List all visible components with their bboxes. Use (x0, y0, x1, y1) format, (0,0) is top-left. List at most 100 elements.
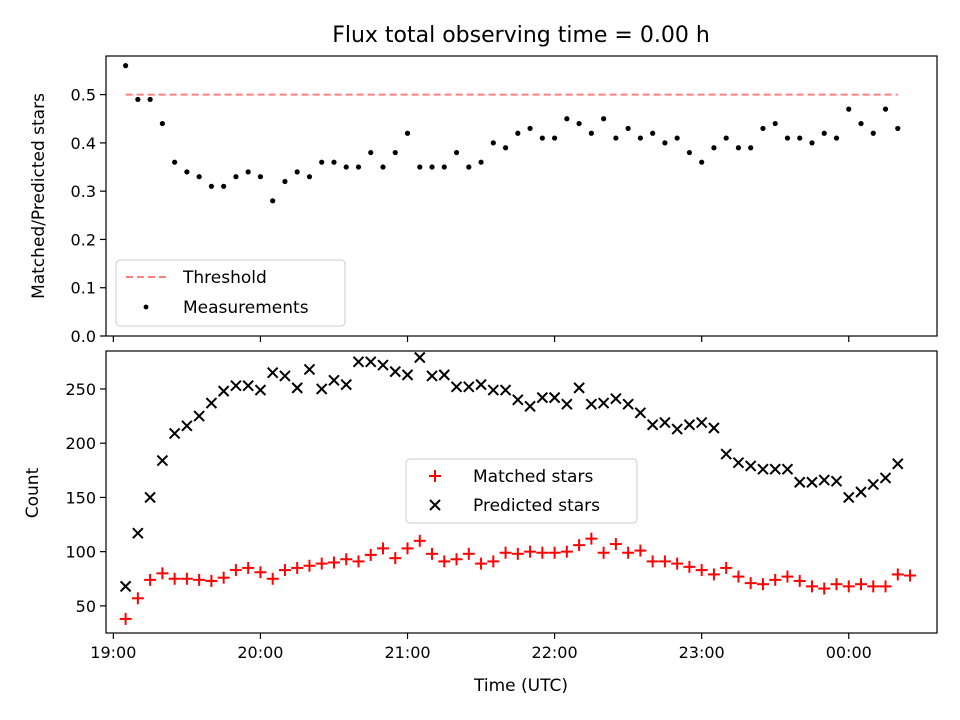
measurement-point (380, 164, 386, 170)
predicted-star-point (401, 369, 414, 381)
y-tick-label: 0.4 (71, 134, 96, 153)
predicted-star-point (683, 419, 696, 431)
y-tick-label: 200 (65, 434, 96, 453)
measurement-point (196, 174, 202, 180)
predicted-star-point (144, 491, 156, 504)
matched-star-point (879, 580, 892, 593)
legend-matched-label: Matched stars (473, 467, 593, 487)
matched-star-point (658, 555, 671, 568)
y-tick-label: 250 (65, 380, 96, 399)
measurement-point (270, 198, 276, 204)
matched-star-point (646, 555, 659, 568)
x-tick-label: 23:00 (679, 643, 725, 662)
measurement-point (172, 159, 178, 165)
measurement-point (760, 125, 766, 132)
matched-star-point (609, 538, 622, 551)
matched-star-point (585, 532, 598, 545)
measurement-point (809, 140, 815, 146)
measurement-point (723, 135, 729, 141)
matched-star-point (462, 547, 475, 560)
ratio-legend-box (115, 259, 346, 327)
measurement-point (368, 149, 374, 156)
ratio-legend: Threshold Measurements (115, 259, 346, 327)
measurement-point (147, 96, 153, 103)
measurement-point (576, 120, 582, 127)
legend-matched-swatch (429, 470, 441, 482)
x-tick-label: 20:00 (237, 643, 283, 662)
predicted-star-point (414, 351, 426, 364)
matched-star-point (671, 557, 684, 570)
measurement-point (686, 149, 693, 156)
measurement-point (588, 130, 594, 136)
y-tick-label: 150 (65, 488, 96, 507)
predicted-star-point (781, 463, 794, 475)
y-tick-label: 0.5 (71, 86, 96, 105)
predicted-star-point (279, 370, 291, 382)
chart-title: Flux total observing time = 0.00 h (332, 23, 710, 48)
matched-star-point (364, 548, 377, 561)
measurement-point (233, 174, 239, 180)
predicted-star-point (548, 391, 561, 404)
measurement-point (674, 135, 680, 141)
measurement-point (564, 116, 570, 122)
predicted-star-point (316, 383, 328, 395)
matched-star-point (793, 574, 806, 587)
matched-star-point (573, 539, 586, 552)
predicted-star-point (217, 385, 230, 397)
ratio-y-axis: 0.0 0.1 0.2 0.3 0.4 0.5 (71, 86, 106, 346)
measurement-point (772, 120, 778, 127)
predicted-star-point (585, 398, 598, 410)
measurement-point (490, 140, 496, 146)
matched-star-point (487, 555, 500, 568)
matched-star-point (413, 534, 426, 547)
x-tick-label: 00:00 (826, 643, 872, 662)
predicted-star-point (794, 476, 806, 488)
measurement-point (208, 183, 215, 189)
predicted-star-point (230, 380, 242, 392)
predicted-star-point (818, 474, 830, 486)
matched-star-point (732, 570, 745, 583)
measurement-point (735, 145, 742, 151)
matched-star-point (536, 546, 549, 559)
measurement-point (846, 106, 852, 112)
ratio-panel-frame (105, 55, 938, 337)
measurement-point (392, 149, 398, 156)
measurement-point (870, 130, 876, 136)
measurement-point (551, 135, 558, 141)
count-legend: Matched stars Predicted stars (405, 458, 638, 524)
matched-star-point (119, 612, 132, 625)
measurement-point (417, 164, 423, 170)
legend-threshold-label: Threshold (182, 268, 267, 288)
predicted-star-point (291, 382, 303, 394)
matched-star-point (524, 545, 537, 558)
y-tick-label: 0.1 (71, 279, 96, 298)
matched-star-point (756, 578, 769, 591)
matched-star-point (720, 561, 733, 574)
count-legend-box (405, 458, 638, 524)
ratio-x-axis (112, 336, 850, 342)
measurement-point (699, 159, 705, 165)
predicted-star-point (806, 476, 818, 488)
measurement-point (821, 130, 827, 136)
matched-star-point (217, 571, 230, 584)
matched-star-point (254, 566, 267, 579)
predicted-star-point (695, 416, 708, 429)
legend-measurements-swatch (143, 304, 149, 310)
predicted-star-point (254, 384, 267, 396)
measurement-point (294, 169, 300, 175)
predicted-star-point (732, 457, 745, 469)
legend-predicted-swatch (429, 499, 441, 511)
predicted-star-point (328, 374, 340, 386)
count-y-axis: 50 100 150 200 250 (65, 380, 106, 616)
predicted-star-point (438, 369, 450, 381)
matched-star-point (891, 568, 904, 581)
ratio-panel: 0.0 0.1 0.2 0.3 0.4 0.5 Matched/Predicted sta… (29, 55, 938, 346)
measurement-point (515, 130, 521, 136)
matched-star-point (205, 574, 218, 587)
matched-star-point (242, 561, 255, 574)
measurement-point (282, 178, 288, 185)
matched-star-point (229, 564, 242, 577)
matched-star-point (168, 572, 181, 585)
